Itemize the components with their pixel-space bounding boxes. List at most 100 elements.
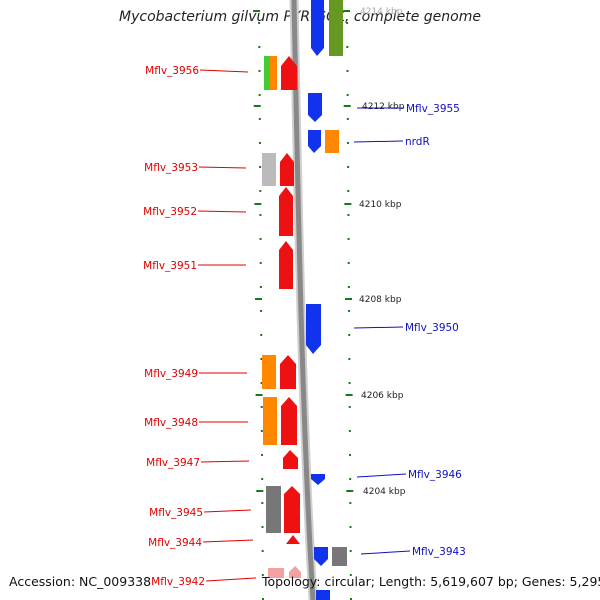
gene-box-gray-3945: [266, 486, 281, 533]
gene-label-right: Mflv_3955: [406, 103, 460, 115]
leader-line-left: [203, 509, 252, 513]
gene-arrow-3953: [280, 153, 294, 186]
leader-line-right: [353, 140, 404, 143]
gene-arrow-3951: [279, 241, 293, 289]
tick-major: [346, 490, 354, 492]
gene-arrow-3952: [279, 187, 293, 236]
tick-major: [344, 203, 352, 205]
gene-label-left: Mflv_3952: [143, 206, 197, 218]
tick-dot: [346, 22, 349, 24]
tick-dot: [260, 334, 263, 336]
tick-dot: [258, 46, 261, 48]
gene-label-right: Mflv_3943: [412, 546, 466, 558]
gene-arrow-3943: [314, 547, 328, 566]
tick-dot: [349, 598, 352, 600]
tick-dot: [347, 166, 350, 168]
scale-label: 4204 kbp: [363, 487, 406, 497]
gene-box-lightgray: [262, 153, 276, 186]
gene-arrow-3949: [280, 355, 296, 389]
tick-dot: [258, 118, 261, 120]
gene-label-left: Mflv_3945: [149, 507, 203, 519]
tick-major: [343, 105, 351, 107]
tick-dot: [260, 358, 263, 360]
tick-dot: [347, 238, 350, 240]
gene-label-left: Mflv_3944: [148, 537, 202, 549]
tick-dot: [348, 382, 351, 384]
scale-label: 4212 kbp: [362, 102, 405, 112]
gene-label-right: Mflv_3950: [405, 322, 459, 334]
gene-label-left: Mflv_3942: [151, 576, 205, 588]
leader-line-left: [205, 577, 257, 582]
gene-arrow-nrdR: [308, 130, 321, 153]
map-title: Mycobacterium gilvum PYR-GCK, complete g…: [119, 9, 481, 25]
gene-box-green: [264, 56, 270, 90]
gene-arrow-3956: [281, 56, 297, 90]
gene-arrow-3947: [283, 450, 298, 469]
gene-label-left: Mflv_3953: [144, 162, 198, 174]
gene-label-right: Mflv_3946: [408, 469, 462, 481]
tick-dot: [260, 406, 263, 408]
gene-box-gray-3943: [332, 547, 347, 566]
tick-dot: [259, 214, 262, 216]
tick-major: [253, 10, 261, 12]
tick-dot: [349, 478, 352, 480]
scale-labels: 4214 kbp 4212 kbp 4210 kbp 4208 kbp 4206 kbp…: [359, 7, 406, 497]
tick-dot: [259, 190, 262, 192]
gene-label-left: Mflv_3956: [145, 65, 199, 77]
topology-text: Topology: circular; Length: 5,619,607 bp…: [262, 574, 600, 589]
gene-label-left: Mflv_3951: [143, 260, 197, 272]
gene-arrow-top-blue: [311, 0, 324, 56]
accession-text: Accession: NC_009338: [9, 574, 152, 589]
gene-box-orange: [270, 56, 277, 90]
tick-major: [343, 10, 351, 12]
gene-arrow-3955: [308, 93, 322, 122]
gene-label-left: Mflv_3949: [144, 368, 198, 380]
gene-box-faded-3942: [268, 568, 284, 578]
tick-major: [255, 394, 263, 396]
tick-dot: [348, 406, 351, 408]
tick-dot: [347, 262, 350, 264]
tick-major: [344, 298, 352, 300]
tick-dot: [258, 94, 261, 96]
gene-box-olive: [329, 0, 343, 56]
leader-line-left: [197, 210, 247, 213]
tick-dot: [346, 70, 349, 72]
tick-dot: [348, 334, 351, 336]
tick-dot: [259, 262, 262, 264]
gene-arrow-3950: [306, 304, 321, 354]
gene-label-right: nrdR: [405, 136, 430, 148]
tick-dot: [348, 358, 351, 360]
gene-arrow-3948: [281, 397, 297, 445]
leader-line-left: [202, 539, 254, 543]
tick-dot: [260, 310, 263, 312]
tick-dot: [261, 478, 264, 480]
tick-dot: [346, 94, 349, 96]
tick-dot: [259, 166, 262, 168]
leader-line-left: [200, 460, 250, 463]
gene-arrow-3945: [284, 486, 300, 533]
tick-dot: [259, 286, 262, 288]
tick-dot: [349, 550, 352, 552]
tick-dot: [258, 22, 261, 24]
tick-dot: [349, 574, 352, 576]
tick-major: [345, 394, 353, 396]
scale-label: 4210 kbp: [359, 200, 402, 210]
gene-label-left: Mflv_3947: [146, 457, 200, 469]
gene-box-orange-3949: [262, 355, 276, 389]
left-strand-features: [262, 56, 301, 578]
gene-box-orange-3948: [263, 397, 277, 445]
tick-dot: [261, 526, 264, 528]
tick-dot: [349, 502, 352, 504]
tick-dot: [261, 598, 264, 600]
gene-label-left: Mflv_3948: [144, 417, 198, 429]
tick-column-left: [253, 10, 264, 600]
tick-dot: [259, 238, 262, 240]
tick-column-right: [343, 10, 354, 600]
tick-dot: [261, 550, 264, 552]
leader-line-left: [198, 166, 247, 169]
gene-arrow-3944: [286, 535, 300, 544]
tick-dot: [260, 430, 263, 432]
scale-label: 4214 kbp: [360, 7, 403, 17]
gene-box-bottom-blue: [316, 590, 330, 600]
